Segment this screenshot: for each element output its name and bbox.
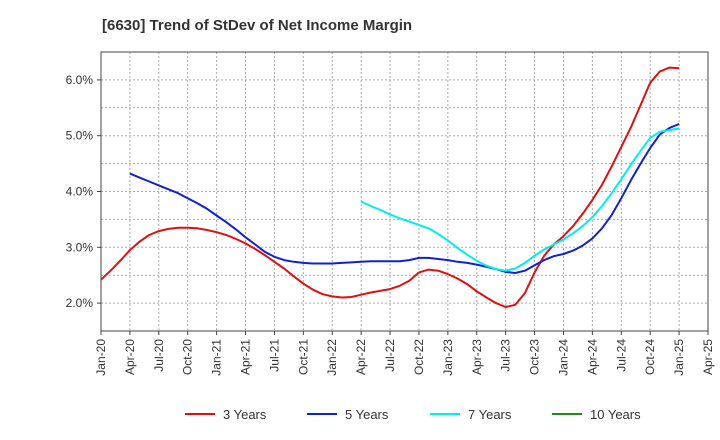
x-tick-label: Apr-23 <box>470 339 484 375</box>
y-tick-label: 3.0% <box>66 240 94 254</box>
x-tick-label: Oct-21 <box>296 339 310 375</box>
x-tick-label: Jan-23 <box>441 339 455 376</box>
x-tick-label: Jan-22 <box>325 339 339 376</box>
x-tick-label: Jan-24 <box>556 339 570 376</box>
legend-label-3-years: 3 Years <box>223 407 267 422</box>
x-tick-label: Oct-22 <box>412 339 426 375</box>
legend-label-5-years: 5 Years <box>345 407 389 422</box>
y-tick-label: 5.0% <box>66 129 94 143</box>
series-line-5-years <box>129 123 680 274</box>
legend-label-7-years: 7 Years <box>468 407 512 422</box>
legend: 3 Years 5 Years 7 Years 10 Years <box>185 407 641 422</box>
axes: 2.0% 3.0% 4.0% 5.0% 6.0% Jan-20 Apr-20 Jul-20 Oc… <box>66 51 715 376</box>
x-tick-label: Jan-20 <box>94 339 108 376</box>
x-tick-label: Oct-23 <box>528 339 542 375</box>
x-tick-label: Apr-25 <box>701 339 715 375</box>
x-tick-label: Apr-24 <box>585 339 599 375</box>
series-line-7-years <box>360 127 680 272</box>
grid <box>100 51 709 332</box>
x-tick-label: Apr-21 <box>239 339 253 375</box>
x-tick-label: Apr-22 <box>354 339 368 375</box>
series-line-3-years <box>100 66 680 308</box>
legend-label-10-years: 10 Years <box>590 407 641 422</box>
x-tick-label: Oct-24 <box>643 339 657 375</box>
x-tick-label: Jan-21 <box>210 339 224 376</box>
chart-title: [6630] Trend of StDev of Net Income Marg… <box>102 17 412 34</box>
x-tick-label: Apr-20 <box>123 339 137 375</box>
x-tick-label: Jul-24 <box>614 339 628 372</box>
y-tick-label: 6.0% <box>66 73 94 87</box>
plot-frame <box>100 51 709 332</box>
x-tick-label: Jul-22 <box>383 339 397 372</box>
x-tick-label: Jan-25 <box>672 339 686 376</box>
plot-area <box>100 66 680 308</box>
x-tick-label: Jul-23 <box>499 339 513 372</box>
x-tick-label: Oct-20 <box>181 339 195 375</box>
y-tick-label: 2.0% <box>66 296 94 310</box>
y-tick-label: 4.0% <box>66 185 94 199</box>
x-tick-label: Jul-20 <box>152 339 166 372</box>
x-tick-label: Jul-21 <box>267 339 281 372</box>
